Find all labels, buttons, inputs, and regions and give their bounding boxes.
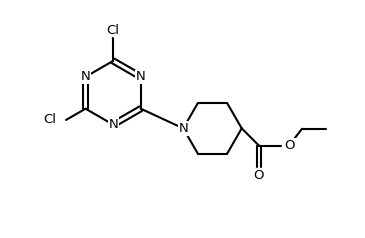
Text: Cl: Cl <box>107 24 120 37</box>
Text: N: N <box>81 70 91 83</box>
Text: O: O <box>284 139 295 152</box>
Text: N: N <box>108 118 118 131</box>
Text: N: N <box>178 122 188 135</box>
Text: Cl: Cl <box>44 114 57 126</box>
Text: O: O <box>254 169 264 182</box>
Text: N: N <box>136 70 146 83</box>
